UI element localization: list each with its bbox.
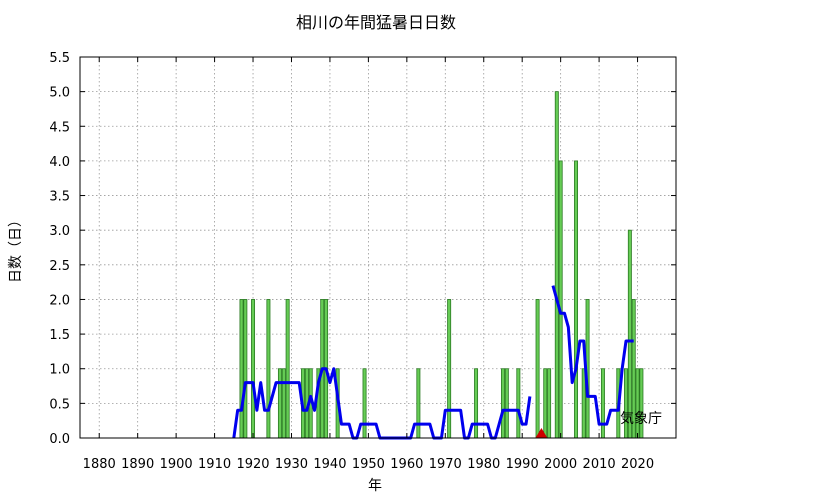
bar — [500, 368, 505, 439]
moving-average-line — [551, 285, 634, 426]
x-tick-label: 2000 — [544, 457, 577, 472]
x-tick-label: 1940 — [313, 457, 346, 472]
bar — [624, 368, 628, 439]
y-tick-label: 2.0 — [49, 293, 70, 308]
chart-title: 相川の年間猛暑日日数 — [296, 13, 456, 32]
bar — [635, 368, 640, 439]
markers — [535, 428, 548, 438]
credit-label: 気象庁 — [620, 411, 662, 427]
bar — [251, 299, 256, 439]
bar — [543, 368, 548, 439]
x-tick-label: 1950 — [352, 457, 385, 472]
x-tick-label: 1970 — [429, 457, 462, 472]
bar — [281, 368, 286, 439]
bar — [554, 91, 559, 439]
x-tick-label: 1930 — [275, 457, 308, 472]
x-tick-label: 1900 — [160, 457, 193, 472]
bar — [416, 368, 421, 439]
bar — [277, 368, 282, 439]
y-tick-label: 4.0 — [49, 155, 70, 170]
x-tick-label: 1890 — [121, 457, 154, 472]
bar — [535, 299, 540, 439]
y-axis-ticks: 0.0 0.5 1.0 1.5 2.0 2.5 3.0 3.5 4.0 4.5 5.0 5.5 — [49, 51, 676, 447]
bar — [447, 299, 452, 439]
x-tick-label: 1910 — [198, 457, 231, 472]
bar — [600, 368, 605, 439]
bar — [239, 299, 244, 439]
x-tick-label: 1920 — [236, 457, 269, 472]
x-tick-label: 1960 — [390, 457, 423, 472]
x-tick-label: 1980 — [467, 457, 500, 472]
bar — [547, 368, 552, 439]
moving-average-lines — [232, 285, 634, 440]
bar — [581, 368, 586, 439]
y-tick-label: 1.0 — [49, 363, 70, 378]
bar — [639, 368, 644, 439]
bar — [243, 299, 248, 439]
y-tick-label: 4.5 — [49, 120, 70, 135]
bar — [504, 368, 509, 439]
bar — [285, 299, 290, 439]
bar — [362, 368, 367, 439]
y-tick-label: 0.5 — [49, 397, 70, 412]
bar — [574, 160, 579, 439]
y-tick-label: 5.5 — [49, 51, 70, 66]
bar — [558, 160, 563, 439]
y-tick-label: 3.5 — [49, 190, 70, 205]
x-tick-label: 1880 — [83, 457, 116, 472]
x-tick-label: 2010 — [583, 457, 616, 472]
x-tick-label: 2020 — [621, 457, 654, 472]
y-tick-label: 0.0 — [49, 432, 70, 447]
y-tick-label: 5.0 — [49, 86, 70, 101]
y-tick-label: 1.5 — [49, 328, 70, 343]
x-tick-label: 1990 — [506, 457, 539, 472]
bar — [266, 299, 271, 439]
y-tick-label: 2.5 — [49, 259, 70, 274]
bar — [516, 368, 521, 439]
y-axis-label: 日数（日） — [8, 213, 24, 283]
bar — [627, 229, 632, 439]
plot-frame — [79, 56, 677, 439]
bar — [474, 368, 479, 439]
station-change-marker — [535, 428, 548, 438]
x-axis-ticks: 1880 1890 1900 1910 1920 1930 1940 1950 1960 1970… — [83, 57, 654, 472]
x-axis-label: 年 — [368, 478, 382, 494]
y-tick-label: 3.0 — [49, 224, 70, 239]
